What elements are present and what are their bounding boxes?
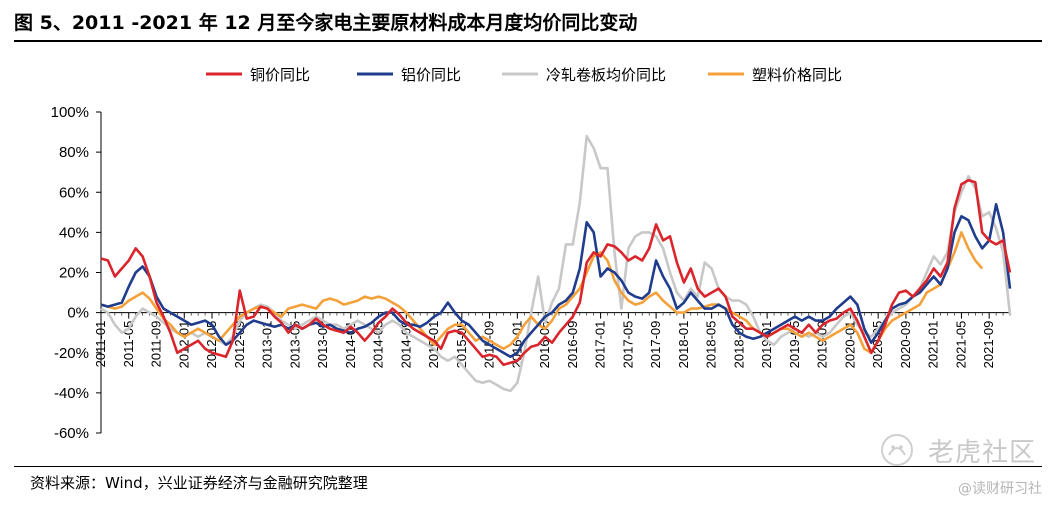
series-line-0 — [100, 178, 1012, 367]
x-tick-label: 2021-01 — [926, 321, 941, 369]
x-tick-label: 2019-01 — [759, 321, 774, 369]
source-divider — [14, 466, 1042, 467]
x-tick-label: 2016-09 — [565, 321, 580, 369]
y-tick-label: 100% — [51, 104, 89, 121]
series-layer — [100, 134, 1012, 393]
y-axis: 100% 80% 60% 40% 20% 0% -20% -40% -60% — [51, 104, 102, 442]
y-tick-label: 40% — [59, 224, 89, 241]
x-tick-label: 2017-01 — [593, 321, 608, 369]
x-tick-label: 2021-09 — [981, 321, 996, 369]
x-tick-label: 2013-01 — [260, 321, 275, 369]
legend-label-3: 塑料价格同比 — [752, 66, 842, 84]
x-tick-label: 2014-09 — [398, 321, 413, 369]
x-tick-label: 2017-09 — [648, 321, 663, 369]
y-tick-label: 60% — [59, 184, 89, 201]
tiger-paw-icon — [881, 434, 913, 466]
chart-legend: 铜价同比 铝价同比 冷轧卷板均价同比 塑料价格同比 — [206, 66, 842, 84]
y-tick-label: -60% — [54, 425, 89, 442]
line-chart: 铜价同比 铝价同比 冷轧卷板均价同比 塑料价格同比 100% 80% 60% 40% 20% 0… — [51, 66, 1012, 442]
source-note: 资料来源：Wind，兴业证券经济与金融研究院整理 — [30, 474, 368, 492]
series-line-1 — [100, 203, 1012, 359]
x-tick-label: 2021-05 — [953, 321, 968, 369]
x-tick-label: 2011-01 — [93, 321, 108, 368]
title-divider — [14, 40, 1042, 42]
x-tick-label: 2016-05 — [537, 321, 552, 369]
x-tick-label: 2019-09 — [815, 321, 830, 369]
y-tick-label: -20% — [54, 345, 89, 362]
x-tick-label: 2013-05 — [287, 321, 302, 369]
x-tick-label: 2020-09 — [898, 321, 913, 369]
x-tick-label: 2015-05 — [454, 321, 469, 369]
x-tick-label: 2012-05 — [204, 321, 219, 369]
x-tick-label: 2013-09 — [315, 321, 330, 369]
watermark-text: 老虎社区 — [927, 438, 1036, 468]
x-tick-label: 2011-09 — [149, 321, 164, 368]
figure-title: 图 5、2011 -2021 年 12 月至今家电主要原材料成本月度均价同比变动 — [14, 12, 638, 34]
watermark-handle: @读财研习社 — [958, 481, 1042, 497]
x-tick-label: 2020-01 — [842, 321, 857, 369]
y-tick-label: 0% — [67, 305, 89, 322]
legend-label-0: 铜价同比 — [250, 66, 310, 84]
series-line-3 — [100, 231, 984, 355]
x-tick-label: 2014-05 — [371, 321, 386, 369]
x-tick-label: 2017-05 — [620, 321, 635, 369]
x-tick-label: 2012-01 — [176, 321, 191, 369]
x-tick-label: 2018-09 — [731, 321, 746, 369]
legend-label-2: 冷轧卷板均价同比 — [546, 66, 666, 84]
x-axis: 2011-01 2011-05 2011-09 2012-01 2012-05 2012-… — [93, 312, 1011, 369]
y-tick-label: -40% — [54, 385, 89, 402]
x-tick-label: 2018-01 — [676, 321, 691, 369]
y-tick-label: 80% — [59, 144, 89, 161]
legend-label-1: 铝价同比 — [401, 66, 461, 84]
y-tick-label: 20% — [59, 265, 89, 282]
x-tick-label: 2018-05 — [704, 321, 719, 369]
